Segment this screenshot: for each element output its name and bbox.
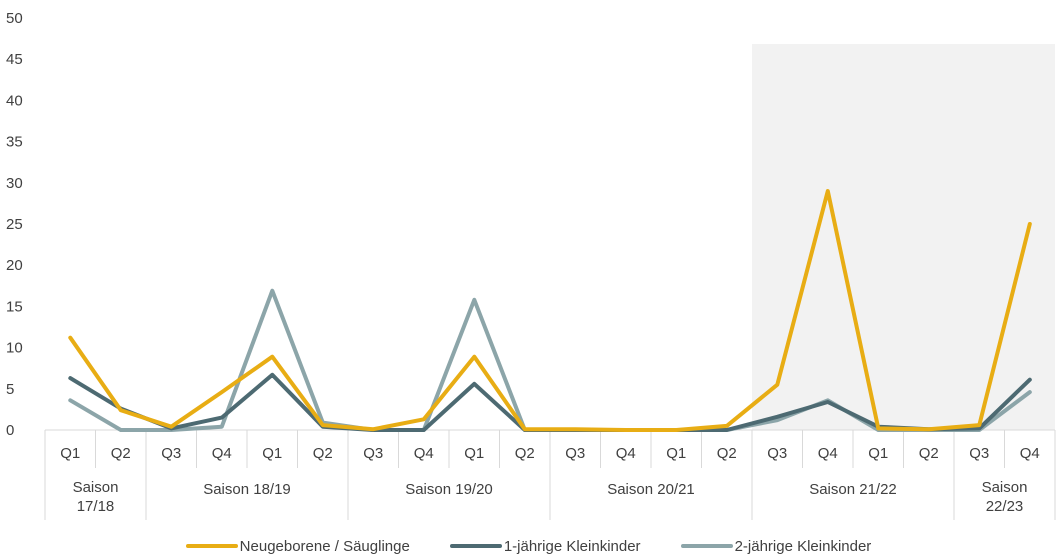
legend-item-neugeborene: Neugeborene / Säuglinge <box>186 538 410 555</box>
y-tick-label: 15 <box>6 298 23 315</box>
legend-item-2-jaehrige: 2-jährige Kleinkinder <box>681 538 872 555</box>
y-tick-label: 30 <box>6 175 23 192</box>
x-tick-label: Q1 <box>464 445 484 462</box>
x-tick-label: Q2 <box>717 445 737 462</box>
legend-label: 1-jährige Kleinkinder <box>504 538 641 555</box>
highlight-band <box>752 44 1055 430</box>
y-tick-label: 20 <box>6 257 23 274</box>
x-tick-label: Q2 <box>515 445 535 462</box>
y-tick-label: 35 <box>6 134 23 151</box>
y-tick-label: 10 <box>6 340 23 357</box>
y-tick-label: 45 <box>6 51 23 68</box>
legend-label: 2-jährige Kleinkinder <box>735 538 872 555</box>
x-tick-label: Q4 <box>818 445 838 462</box>
x-tick-label: Q1 <box>666 445 686 462</box>
x-tick-label: Q3 <box>767 445 787 462</box>
season-label: Saison 22/23 <box>982 479 1028 515</box>
season-label: Saison 20/21 <box>607 481 695 498</box>
legend-swatch-neugeborene <box>186 544 238 548</box>
legend-label: Neugeborene / Säuglinge <box>240 538 410 555</box>
y-tick-label: 40 <box>6 92 23 109</box>
line-chart: 0 5 10 15 20 25 30 35 40 45 50 Q1 Q2 Q3 Q4 Q1 Q2 Q3 Q4 Q1 Q2… <box>0 0 1057 530</box>
x-tick-label: Q3 <box>161 445 181 462</box>
x-tick-label: Q3 <box>565 445 585 462</box>
y-tick-label: 50 <box>6 10 23 27</box>
legend-swatch-1-jaehrige <box>450 544 502 548</box>
x-tick-label: Q1 <box>868 445 888 462</box>
legend-swatch-2-jaehrige <box>681 544 733 548</box>
x-tick-label: Q3 <box>969 445 989 462</box>
x-tick-label: Q1 <box>262 445 282 462</box>
x-tick-label: Q2 <box>111 445 131 462</box>
season-label: Saison 18/19 <box>203 481 291 498</box>
x-tick-label: Q4 <box>212 445 232 462</box>
x-tick-label: Q4 <box>1020 445 1040 462</box>
x-tick-label: Q4 <box>414 445 434 462</box>
x-tick-label: Q2 <box>919 445 939 462</box>
y-tick-label: 0 <box>6 422 14 439</box>
season-label: Saison 19/20 <box>405 481 493 498</box>
x-tick-label: Q4 <box>616 445 636 462</box>
y-tick-label: 25 <box>6 216 23 233</box>
season-label: Saison 21/22 <box>809 481 897 498</box>
legend-item-1-jaehrige: 1-jährige Kleinkinder <box>450 538 641 555</box>
x-tick-label: Q3 <box>363 445 383 462</box>
legend: Neugeborene / Säuglinge 1-jährige Kleink… <box>0 534 1057 558</box>
x-tick-label: Q2 <box>313 445 333 462</box>
season-label: Saison 17/18 <box>73 479 119 515</box>
y-tick-label: 5 <box>6 381 14 398</box>
x-tick-label: Q1 <box>60 445 80 462</box>
